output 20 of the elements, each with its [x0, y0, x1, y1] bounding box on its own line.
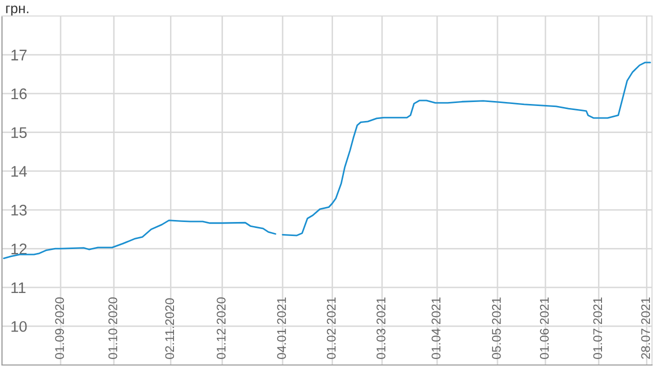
- y-tick-label: 11: [12, 282, 26, 293]
- x-tick-label: 01.12.2020: [216, 297, 226, 359]
- y-tick-label: 10: [12, 321, 27, 332]
- y-tick-label: 13: [12, 204, 27, 216]
- x-tick-label: 28.07.2021: [641, 297, 650, 359]
- y-tick-label: 16: [12, 88, 27, 100]
- y-tick-label: 14: [12, 166, 27, 177]
- x-tick-label: 01.06.2021: [540, 297, 549, 359]
- x-tick-label: 05.05.2021: [492, 297, 501, 359]
- y-tick-label: 17: [12, 50, 27, 60]
- x-tick-label: 01.03.2021: [376, 297, 386, 359]
- x-tick-label: 01.10.2020: [108, 297, 118, 359]
- x-tick-label: 01.02.2021: [326, 297, 336, 359]
- y-axis-title: грн.: [6, 6, 28, 16]
- x-tick-label: 01.09.2020: [55, 297, 64, 359]
- x-tick-label: 01.04.2021: [432, 297, 440, 359]
- x-tick-label: 01.07.2021: [593, 297, 602, 359]
- x-tick-label: 02.11.2020: [165, 298, 174, 359]
- x-tick-label: 04.01.2021: [277, 297, 286, 359]
- y-tick-label: 15: [12, 127, 27, 138]
